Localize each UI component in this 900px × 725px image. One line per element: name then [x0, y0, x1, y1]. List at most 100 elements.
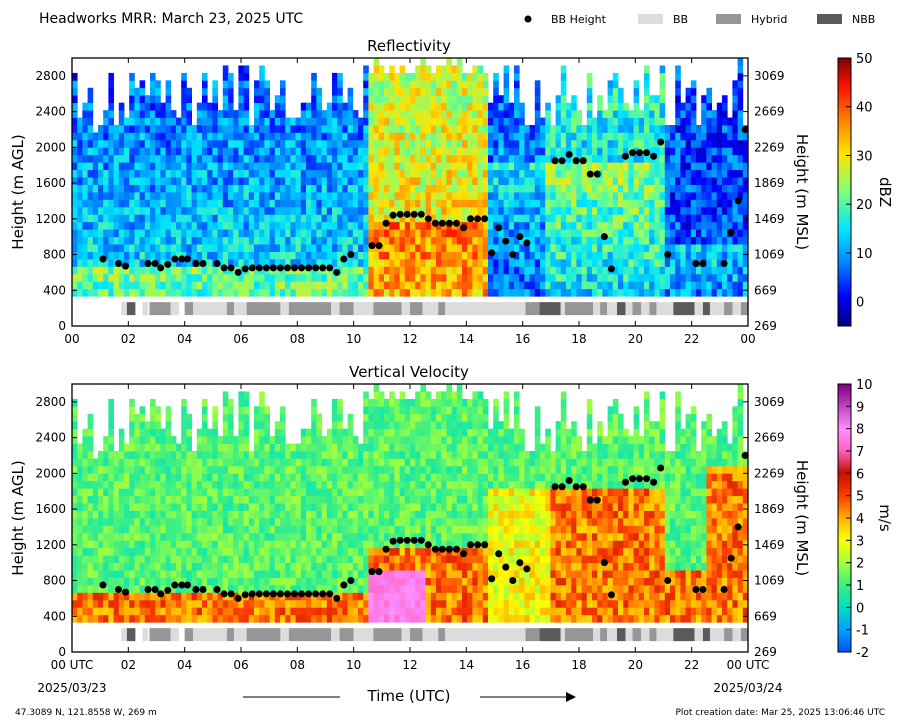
field-cell — [420, 199, 426, 208]
field-cell — [342, 169, 348, 178]
field-cell — [337, 259, 343, 267]
field-cell — [207, 436, 213, 444]
field-cell — [274, 532, 281, 541]
field-cell — [654, 206, 660, 215]
field-cell — [254, 199, 260, 208]
field-cell — [103, 177, 109, 185]
field-cell — [269, 117, 276, 126]
field-cell — [228, 473, 234, 482]
field-cell — [508, 162, 515, 171]
field-cell — [191, 488, 198, 497]
field-cell — [675, 169, 681, 178]
field-cell — [290, 244, 296, 252]
field-cell — [664, 125, 671, 133]
field-cell — [701, 251, 707, 260]
field-cell — [654, 266, 660, 275]
field-cell — [129, 428, 135, 437]
field-cell — [217, 244, 224, 252]
field-cell — [706, 162, 712, 171]
field-cell — [150, 139, 156, 148]
field-cell — [586, 229, 593, 238]
bb-type-segment — [226, 302, 234, 316]
field-cell — [560, 184, 567, 193]
field-cell — [508, 214, 515, 223]
field-cell — [462, 184, 468, 193]
field-cell — [706, 117, 712, 126]
field-cell — [488, 288, 494, 297]
field-cell — [618, 251, 624, 260]
field-cell — [581, 162, 588, 171]
field-cell — [425, 139, 432, 148]
field-cell — [618, 95, 624, 104]
field-cell — [259, 428, 265, 437]
field-cell — [181, 421, 187, 430]
field-cell — [285, 229, 291, 238]
field-cell — [98, 288, 104, 297]
field-cell — [124, 577, 130, 586]
field-cell — [144, 503, 151, 511]
field-cell — [394, 117, 400, 126]
field-cell — [456, 132, 463, 141]
field-cell — [607, 288, 614, 297]
field-cell — [92, 192, 99, 200]
field-cell — [477, 65, 484, 74]
field-cell — [155, 577, 161, 586]
field-cell — [638, 139, 645, 148]
field-cell — [727, 236, 733, 245]
field-cell — [306, 206, 312, 215]
field-cell — [389, 184, 395, 193]
field-cell — [139, 266, 146, 275]
field-cell — [545, 102, 551, 111]
field-cell — [228, 428, 234, 437]
field-cell — [373, 177, 380, 185]
field-cell — [368, 125, 374, 133]
field-cell — [508, 125, 515, 133]
field-cell — [150, 577, 156, 586]
field-cell — [441, 162, 447, 171]
field-cell — [243, 599, 250, 608]
field-cell — [696, 266, 702, 275]
field-cell — [560, 221, 567, 230]
field-cell — [737, 125, 744, 133]
field-cell — [264, 503, 270, 511]
field-cell — [602, 206, 608, 215]
field-cell — [92, 599, 99, 608]
field-cell — [202, 214, 208, 223]
field-cell — [212, 525, 218, 534]
field-cell — [196, 614, 203, 623]
field-cell — [82, 251, 88, 260]
field-cell — [675, 281, 681, 290]
field-cell — [181, 525, 187, 534]
field-cell — [233, 547, 239, 556]
field-cell — [144, 132, 151, 141]
field-cell — [404, 139, 411, 148]
field-cell — [233, 192, 239, 200]
field-cell — [222, 110, 229, 118]
field-cell — [654, 244, 660, 252]
field-cell — [108, 443, 114, 452]
field-cell — [451, 87, 458, 96]
field-cell — [295, 562, 302, 571]
field-cell — [664, 199, 671, 208]
field-cell — [165, 413, 172, 422]
field-cell — [103, 288, 109, 297]
field-cell — [332, 177, 338, 185]
field-cell — [103, 510, 109, 519]
field-cell — [290, 206, 296, 215]
field-cell — [534, 206, 541, 215]
field-cell — [384, 95, 390, 104]
field-cell — [384, 229, 390, 238]
field-cell — [498, 117, 504, 126]
field-cell — [347, 199, 354, 208]
field-cell — [514, 214, 520, 223]
field-cell — [352, 132, 359, 141]
field-cell — [467, 199, 473, 208]
field-cell — [586, 221, 593, 230]
field-cell — [82, 221, 88, 230]
field-cell — [727, 162, 733, 171]
field-cell — [118, 192, 125, 200]
field-cell — [98, 473, 104, 482]
field-cell — [420, 154, 426, 163]
field-cell — [321, 125, 328, 133]
field-cell — [82, 547, 88, 556]
